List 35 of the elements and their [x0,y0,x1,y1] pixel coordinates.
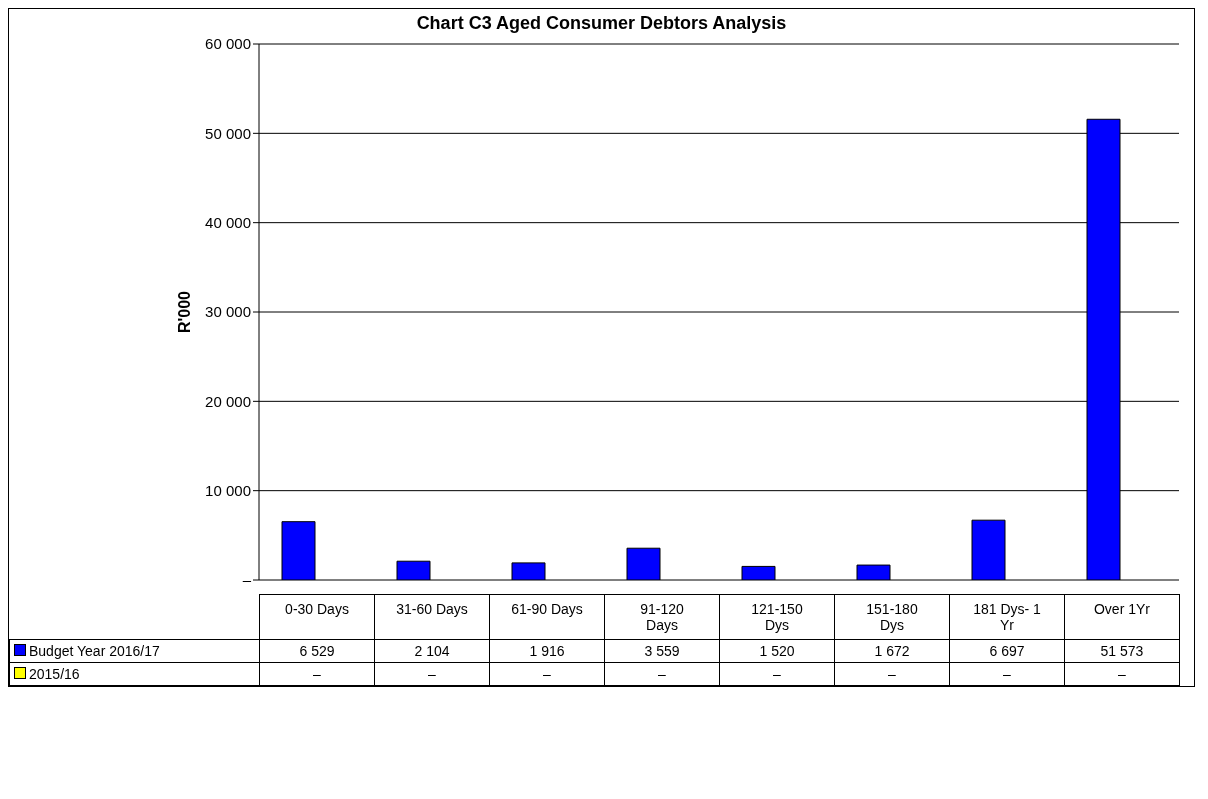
data-label: – [949,662,1065,686]
data-label: 6 697 [949,639,1065,663]
legend-label: Budget Year 2016/17 [9,639,260,663]
data-label: – [489,662,605,686]
y-tick-label: 30 000 [205,303,251,321]
y-tick-label: 50 000 [205,124,251,142]
y-tick-label: – [242,571,252,589]
x-tick-label: 121-150 Dys [719,594,835,640]
x-tick-label: 91-120 Days [604,594,720,640]
data-label: 1 672 [834,639,950,663]
data-label: 1 916 [489,639,605,663]
x-tick-label: 61-90 Days [489,594,605,640]
x-tick-label: 181 Dys- 1 Yr [949,594,1065,640]
data-label: 1 520 [719,639,835,663]
y-tick-label: 60 000 [205,35,251,53]
data-label: – [374,662,490,686]
data-label: – [834,662,950,686]
data-label: – [719,662,835,686]
data-label: – [604,662,720,686]
y-tick-label: 40 000 [205,213,251,231]
y-tick-label: 10 000 [205,481,251,499]
x-tick-label: 31-60 Days [374,594,490,640]
chart-title: Chart C3 Aged Consumer Debtors Analysis [415,12,788,34]
data-label: 51 573 [1064,639,1180,663]
x-tick-label: 0-30 Days [259,594,375,640]
y-axis-title: R'000 [175,290,193,334]
data-label: 2 104 [374,639,490,663]
data-label: 3 559 [604,639,720,663]
data-label: – [259,662,375,686]
x-tick-label: Over 1Yr [1064,594,1180,640]
data-label: – [1064,662,1180,686]
y-tick-label: 20 000 [205,392,251,410]
data-label: 6 529 [259,639,375,663]
legend-label: 2015/16 [9,662,260,686]
x-tick-label: 151-180 Dys [834,594,950,640]
